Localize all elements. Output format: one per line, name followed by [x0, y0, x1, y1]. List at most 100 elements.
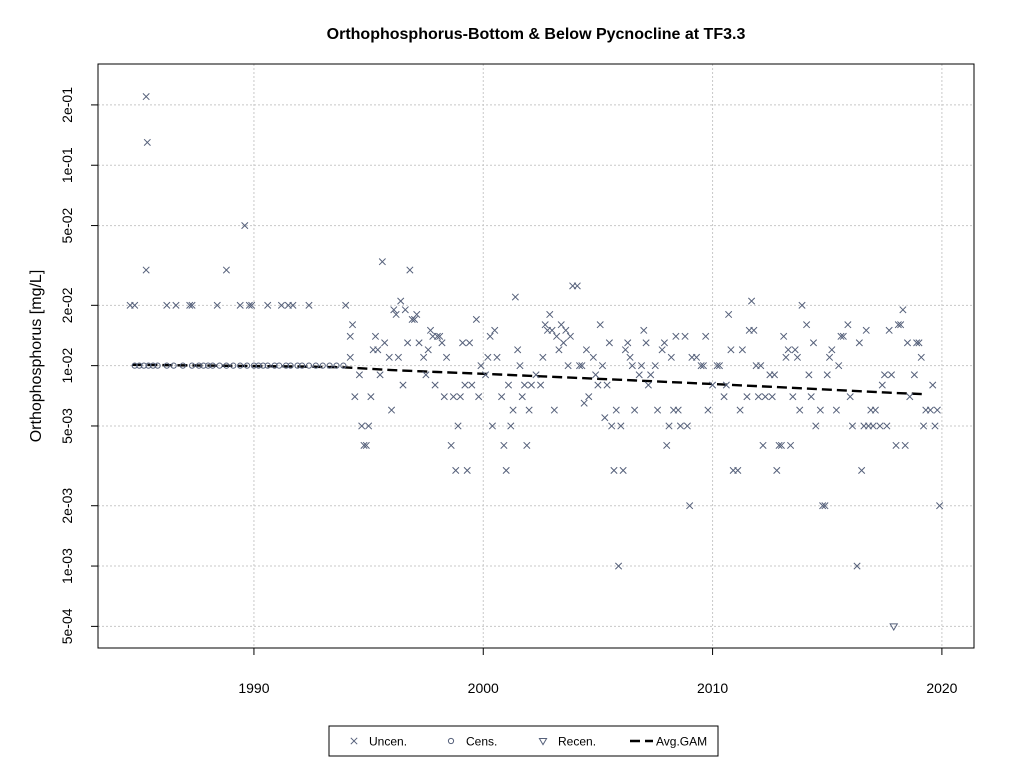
uncensored-point	[713, 362, 721, 370]
uncensored-point	[399, 381, 407, 389]
uncensored-point	[365, 422, 373, 430]
censored-point	[255, 362, 262, 369]
uncensored-point	[793, 353, 801, 361]
uncensored-point	[901, 441, 909, 449]
censored-point	[326, 362, 333, 369]
uncensored-point	[770, 371, 779, 379]
uncensored-point	[143, 138, 151, 146]
uncensored-point	[855, 339, 863, 347]
legend: Uncen. Cens. Recen. Avg.GAM	[328, 725, 719, 757]
uncensored-point	[564, 362, 572, 370]
uncensored-point	[390, 306, 398, 314]
uncensored-point	[881, 371, 889, 379]
uncensored-point	[796, 406, 804, 414]
uncensored-point	[397, 297, 405, 305]
uncensored-point	[933, 406, 941, 414]
legend-label: Avg.GAM	[656, 735, 707, 749]
censored-point	[216, 362, 223, 369]
uncensored-point	[562, 326, 570, 334]
uncensored-point	[727, 346, 735, 354]
uncensored-point	[734, 466, 742, 474]
uncensored-point	[518, 393, 526, 401]
uncensored-point	[596, 321, 604, 329]
uncensored-point	[903, 339, 912, 347]
uncensored-point	[415, 339, 423, 347]
censored-point	[271, 362, 278, 369]
censored-point	[264, 362, 271, 369]
uncensored-point	[509, 406, 517, 414]
uncensored-point	[658, 346, 666, 354]
uncensored-point	[557, 321, 565, 329]
uncensored-point	[346, 332, 354, 340]
y-tick-label: 5e-04	[59, 608, 75, 644]
y-tick-label: 2e-03	[59, 488, 75, 524]
uncensored-point	[550, 406, 558, 414]
uncensored-point	[743, 393, 751, 401]
uncensored-point	[913, 339, 921, 347]
uncensored-point	[355, 371, 363, 379]
uncensored-point	[644, 381, 652, 389]
uncensored-point	[722, 381, 730, 389]
gam-layer	[132, 363, 926, 396]
y-tick-label: 1e-02	[59, 348, 75, 384]
censored-point	[260, 362, 267, 369]
uncensored-point	[472, 315, 480, 324]
censored-point	[276, 362, 283, 369]
uncensored-point	[236, 301, 244, 309]
uncensored-point	[555, 346, 563, 354]
uncensored-point	[502, 466, 510, 474]
uncensored-point	[452, 466, 460, 474]
uncensored-point	[798, 301, 806, 309]
uncensored-point	[621, 346, 629, 354]
uncensored-point	[910, 371, 918, 379]
uncensored-point	[892, 441, 900, 449]
uncensored-point	[757, 362, 765, 370]
y-tick-label: 5e-03	[59, 408, 75, 444]
legend-box	[328, 725, 719, 757]
uncensored-point	[686, 502, 694, 510]
censored-point	[170, 362, 177, 369]
uncensored-point	[660, 339, 668, 347]
uncensored-point	[131, 301, 139, 309]
uncensored-point	[459, 339, 467, 347]
uncensored-point	[665, 422, 673, 430]
uncensored-point	[885, 326, 893, 334]
uncensored-point	[608, 422, 616, 430]
uncensored-point	[385, 353, 393, 361]
uncensored-point	[725, 310, 733, 319]
uncensored-point	[791, 346, 799, 354]
uncensored-point	[342, 301, 350, 309]
uncensored-point	[559, 339, 568, 347]
uncensored-point	[461, 381, 469, 389]
censored-point	[131, 362, 138, 369]
censored-point	[140, 362, 147, 369]
censored-point	[149, 362, 157, 369]
uncensored-point	[775, 441, 783, 449]
uncensored-point	[481, 371, 490, 379]
uncensored-point	[899, 306, 907, 314]
uncensored-point	[188, 301, 196, 309]
uncensored-point	[420, 353, 428, 361]
censored-point	[230, 362, 237, 369]
uncensored-point	[493, 353, 501, 361]
uncensored-point	[589, 353, 597, 361]
uncensored-point	[463, 466, 471, 474]
uncensored-point	[598, 362, 607, 370]
censored-point	[250, 362, 258, 369]
uncensored-point	[759, 441, 767, 449]
uncensored-point	[172, 301, 180, 309]
uncensored-point	[520, 381, 529, 389]
uncensored-point	[447, 441, 455, 449]
uncensored-point	[844, 321, 852, 329]
censored-point	[319, 362, 326, 369]
x-tick-label: 2000	[468, 680, 499, 696]
censored-point	[163, 362, 170, 369]
uncensored-point	[422, 371, 430, 379]
x-tick-label: 1990	[238, 680, 269, 696]
uncensored-point	[371, 332, 380, 340]
uncensored-point	[289, 301, 297, 309]
uncensored-point	[832, 406, 840, 414]
uncensored-point	[667, 353, 675, 361]
uncensored-point	[720, 393, 728, 401]
uncensored-point	[858, 466, 866, 474]
